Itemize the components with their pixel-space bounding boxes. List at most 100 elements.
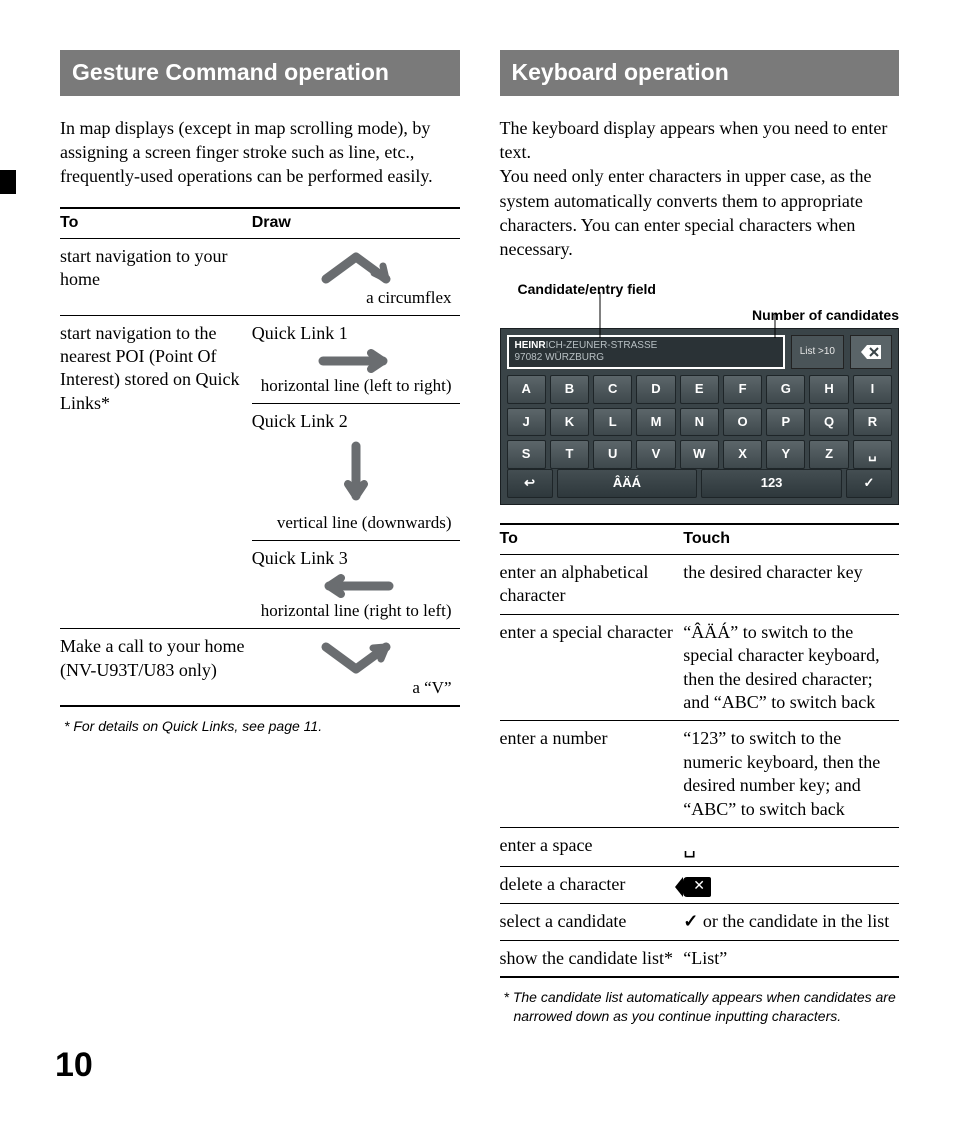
gesture-to: start navigation to the nearest POI (Poi… bbox=[60, 315, 252, 628]
delete-icon: ✕ bbox=[683, 877, 711, 897]
table-row: enter a space␣ bbox=[500, 827, 900, 866]
right-column: Keyboard operation The keyboard display … bbox=[500, 50, 900, 1026]
kb-list-button[interactable]: List >10 bbox=[791, 335, 844, 369]
kb-key[interactable]: P bbox=[766, 408, 805, 437]
kb-key[interactable]: S bbox=[507, 440, 546, 469]
kb-key[interactable]: K bbox=[550, 408, 589, 437]
kb-key[interactable]: J bbox=[507, 408, 546, 437]
kb-touch-suffix: or the candidate in the list bbox=[698, 911, 889, 931]
kb-key[interactable]: Y bbox=[766, 440, 805, 469]
kb-key[interactable]: Z bbox=[809, 440, 848, 469]
v-shape-icon bbox=[311, 639, 401, 675]
keyboard-screenshot: HEINRICH-ZEUNER-STRASSE 97082 WÜRZBURG L… bbox=[500, 328, 900, 506]
gesture-to: start navigation to your home bbox=[60, 238, 252, 315]
side-tab bbox=[0, 170, 16, 194]
kb-to: enter a number bbox=[500, 721, 684, 828]
kb-key[interactable]: M bbox=[636, 408, 675, 437]
keyboard-intro: The keyboard display appears when you ne… bbox=[500, 116, 900, 262]
kb-key[interactable]: W bbox=[680, 440, 719, 469]
quicklink-title: Quick Link 3 bbox=[252, 547, 460, 570]
kb-ok-key[interactable]: ✓ bbox=[846, 469, 892, 498]
kb-key[interactable]: H bbox=[809, 375, 848, 404]
quicklink-title: Quick Link 2 bbox=[252, 410, 460, 433]
table-row: Make a call to your home (NV-U93T/U83 on… bbox=[60, 629, 460, 707]
arrow-right-icon bbox=[311, 349, 401, 373]
kb-touch: “123” to switch to the numeric keyboard,… bbox=[683, 721, 899, 828]
quicklink-title: Quick Link 1 bbox=[252, 322, 460, 345]
kb-delete-button[interactable] bbox=[850, 335, 892, 369]
kb-to: show the candidate list* bbox=[500, 940, 684, 977]
table-row: start navigation to the nearest POI (Poi… bbox=[60, 315, 460, 403]
kb-key[interactable]: A bbox=[507, 375, 546, 404]
kb-back-key[interactable]: ↩ bbox=[507, 469, 553, 498]
kb-entry-field[interactable]: HEINRICH-ZEUNER-STRASSE 97082 WÜRZBURG bbox=[507, 335, 785, 369]
kb-key[interactable]: V bbox=[636, 440, 675, 469]
kb-key[interactable]: ␣ bbox=[853, 440, 892, 469]
space-icon: ␣ bbox=[683, 836, 696, 858]
kb-key[interactable]: D bbox=[636, 375, 675, 404]
kb-key[interactable]: T bbox=[550, 440, 589, 469]
kb-th-touch: Touch bbox=[683, 524, 899, 554]
gesture-caption: a circumflex bbox=[252, 287, 460, 309]
kb-key[interactable]: X bbox=[723, 440, 762, 469]
keyboard-figure: Candidate/entry field Number of candidat… bbox=[500, 280, 900, 506]
kb-touch: ✓ or the candidate in the list bbox=[683, 904, 899, 940]
left-column: Gesture Command operation In map display… bbox=[60, 50, 460, 1026]
table-row: enter a special character“ÂÄÁ” to switch… bbox=[500, 614, 900, 721]
gesture-footnote: * For details on Quick Links, see page 1… bbox=[60, 717, 460, 736]
gesture-caption: horizontal line (left to right) bbox=[252, 375, 460, 397]
keyboard-table: To Touch enter an alphabetical character… bbox=[500, 523, 900, 978]
gesture-caption: a “V” bbox=[252, 677, 460, 699]
gesture-header: Gesture Command operation bbox=[60, 50, 460, 96]
table-row: delete a character✕ bbox=[500, 866, 900, 903]
kb-key[interactable]: F bbox=[723, 375, 762, 404]
kb-to: enter a space bbox=[500, 827, 684, 866]
page-number: 10 bbox=[55, 1043, 93, 1087]
kb-typed: HEINR bbox=[515, 340, 546, 351]
table-row: start navigation to your home a circumfl… bbox=[60, 238, 460, 315]
kb-key[interactable]: R bbox=[853, 408, 892, 437]
table-row: show the candidate list*“List” bbox=[500, 940, 900, 977]
kb-key[interactable]: O bbox=[723, 408, 762, 437]
check-icon: ✓ bbox=[683, 911, 698, 931]
kb-touch: “ÂÄÁ” to switch to the special character… bbox=[683, 614, 899, 721]
kb-key[interactable]: L bbox=[593, 408, 632, 437]
kb-key[interactable]: N bbox=[680, 408, 719, 437]
kb-to: enter a special character bbox=[500, 614, 684, 721]
gesture-th-draw: Draw bbox=[252, 208, 460, 238]
keyboard-footnote: * The candidate list automatically appea… bbox=[500, 988, 900, 1026]
kb-th-to: To bbox=[500, 524, 684, 554]
kb-touch: ✕ bbox=[683, 866, 899, 903]
keyboard-header: Keyboard operation bbox=[500, 50, 900, 96]
kb-rest: ICH-ZEUNER-STRASSE bbox=[546, 340, 658, 351]
gesture-caption: horizontal line (right to left) bbox=[252, 600, 460, 622]
kb-key[interactable]: B bbox=[550, 375, 589, 404]
label-num-candidates: Number of candidates bbox=[752, 306, 899, 324]
kb-key[interactable]: Q bbox=[809, 408, 848, 437]
arrow-down-icon bbox=[344, 438, 368, 510]
table-row: enter a number“123” to switch to the num… bbox=[500, 721, 900, 828]
arrow-left-icon bbox=[311, 574, 401, 598]
kb-touch: ␣ bbox=[683, 827, 899, 866]
circumflex-icon bbox=[311, 249, 401, 285]
kb-accents-key[interactable]: ÂÄÁ bbox=[557, 469, 698, 498]
kb-key[interactable]: G bbox=[766, 375, 805, 404]
kb-line2: 97082 WÜRZBURG bbox=[515, 352, 604, 363]
gesture-caption: vertical line (downwards) bbox=[252, 512, 460, 534]
table-row: select a candidate✓ or the candidate in … bbox=[500, 904, 900, 940]
kb-touch: the desired character key bbox=[683, 555, 899, 615]
kb-digits-key[interactable]: 123 bbox=[701, 469, 842, 498]
gesture-th-to: To bbox=[60, 208, 252, 238]
kb-key[interactable]: C bbox=[593, 375, 632, 404]
table-row: enter an alphabetical characterthe desir… bbox=[500, 555, 900, 615]
kb-to: delete a character bbox=[500, 866, 684, 903]
kb-to: enter an alphabetical character bbox=[500, 555, 684, 615]
kb-key[interactable]: E bbox=[680, 375, 719, 404]
gesture-intro: In map displays (except in map scrolling… bbox=[60, 116, 460, 189]
gesture-to: Make a call to your home (NV-U93T/U83 on… bbox=[60, 629, 252, 707]
kb-key[interactable]: I bbox=[853, 375, 892, 404]
label-candidate: Candidate/entry field bbox=[518, 280, 656, 298]
gesture-table: To Draw start navigation to your home a … bbox=[60, 207, 460, 707]
kb-touch: “List” bbox=[683, 940, 899, 977]
kb-key[interactable]: U bbox=[593, 440, 632, 469]
